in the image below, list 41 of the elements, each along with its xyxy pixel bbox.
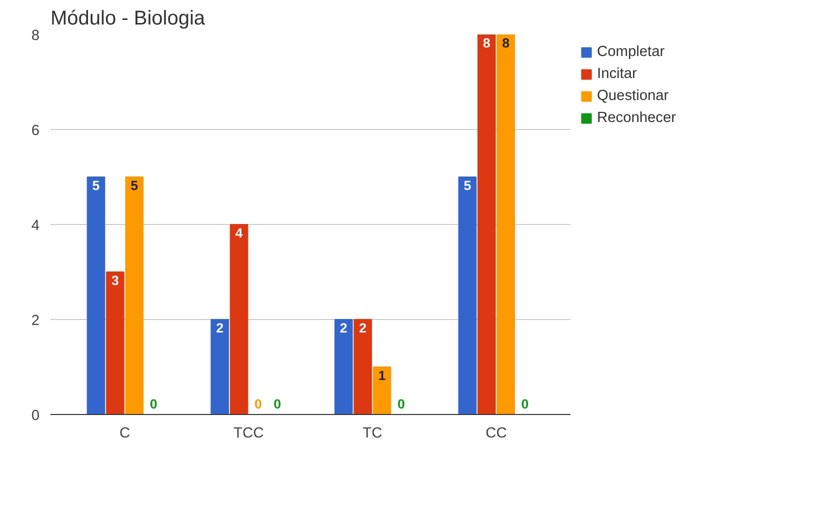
- data-label: 3: [111, 273, 119, 288]
- legend-label: Completar: [597, 44, 665, 60]
- data-label: 0: [521, 396, 529, 412]
- x-tick-label: C: [119, 426, 130, 442]
- y-tick-label: 0: [31, 408, 40, 424]
- data-label: 8: [502, 36, 510, 50]
- legend-label: Questionar: [597, 88, 669, 104]
- data-label: 8: [482, 36, 490, 50]
- bar: [210, 319, 229, 414]
- bar: [372, 366, 392, 414]
- data-label: 2: [216, 320, 224, 336]
- data-label: 0: [254, 396, 262, 412]
- bar: [86, 176, 106, 414]
- data-label: 5: [130, 178, 139, 193]
- bar: [458, 176, 477, 414]
- data-label: 2: [359, 320, 367, 336]
- bar: [106, 272, 124, 414]
- bar: [125, 176, 144, 414]
- data-label: 2: [340, 320, 348, 336]
- bar: [334, 319, 353, 414]
- bar: [477, 34, 496, 414]
- y-tick-label: 4: [31, 218, 40, 234]
- data-label: 0: [397, 396, 405, 412]
- legend-label: Reconhecer: [597, 110, 676, 126]
- x-tick-label: TCC: [234, 426, 264, 442]
- bar: [230, 224, 248, 414]
- data-label: 0: [150, 396, 158, 412]
- chart-title: Módulo - Biologia: [50, 8, 206, 30]
- data-label: 5: [464, 178, 472, 193]
- bar: [354, 319, 372, 414]
- y-tick-label: 6: [31, 123, 40, 139]
- x-tick-label: TC: [362, 426, 383, 442]
- y-tick-label: 8: [31, 28, 40, 44]
- y-tick-label: 2: [31, 313, 40, 329]
- data-label: 5: [92, 178, 100, 193]
- x-tick-label: CC: [486, 426, 508, 442]
- data-label: 4: [235, 226, 244, 240]
- data-label: 1: [378, 368, 386, 383]
- bar: [496, 34, 515, 414]
- data-label: 0: [274, 396, 282, 412]
- legend-label: Incitar: [597, 66, 637, 82]
